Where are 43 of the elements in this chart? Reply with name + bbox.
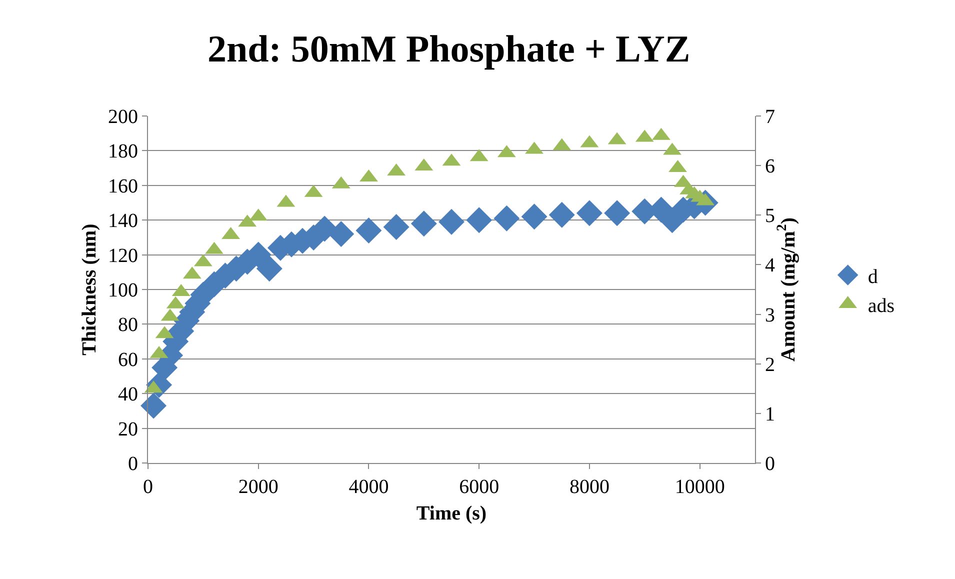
y-tick-label: 80 — [118, 314, 138, 336]
point — [576, 200, 602, 226]
point — [438, 208, 464, 235]
point — [466, 207, 492, 234]
point — [383, 214, 410, 240]
x-tick-label: 10000 — [674, 476, 725, 498]
x-tick-label: 8000 — [569, 476, 610, 498]
y-tick-label: 180 — [108, 140, 138, 163]
y-tick-label: 160 — [108, 175, 138, 198]
legend-label: ads — [868, 294, 895, 317]
y2-tick-label: 6 — [765, 156, 775, 178]
x-tick-label: 4000 — [348, 476, 389, 498]
point — [328, 220, 354, 247]
y-axis-title: Thickness (nm) — [78, 224, 100, 356]
legend-label: d — [868, 266, 878, 288]
x-tick-label: 2000 — [238, 476, 278, 498]
y2-tick-label: 1 — [765, 403, 775, 426]
y-tick-label: 100 — [108, 280, 138, 302]
y-tick-label: 0 — [128, 453, 138, 475]
point — [548, 202, 575, 228]
x-tick-label: 0 — [143, 476, 153, 498]
y2-tick-label: 3 — [765, 304, 775, 326]
point — [604, 200, 630, 226]
y-tick-label: 140 — [108, 210, 138, 232]
y2-tick-label: 7 — [765, 106, 775, 128]
y-tick-label: 200 — [108, 106, 138, 128]
point — [256, 256, 282, 282]
point — [494, 205, 520, 232]
point — [140, 392, 167, 419]
point — [356, 218, 382, 244]
y2-tick-label: 2 — [765, 354, 775, 376]
y2-tick-label: 5 — [765, 205, 775, 228]
x-axis-title: Time (s) — [416, 502, 487, 524]
point — [410, 210, 437, 237]
y-tick-label: 20 — [118, 418, 138, 440]
x-tick-label: 6000 — [459, 476, 500, 498]
point — [521, 204, 548, 230]
chart-title: 2nd: 50mM Phosphate + LYZ — [208, 28, 690, 70]
y2-tick-label: 0 — [765, 453, 775, 475]
y-tick-label: 40 — [118, 384, 138, 406]
y-tick-label: 60 — [118, 348, 138, 371]
y2-tick-label: 4 — [765, 254, 775, 277]
y-tick-label: 120 — [108, 244, 138, 267]
